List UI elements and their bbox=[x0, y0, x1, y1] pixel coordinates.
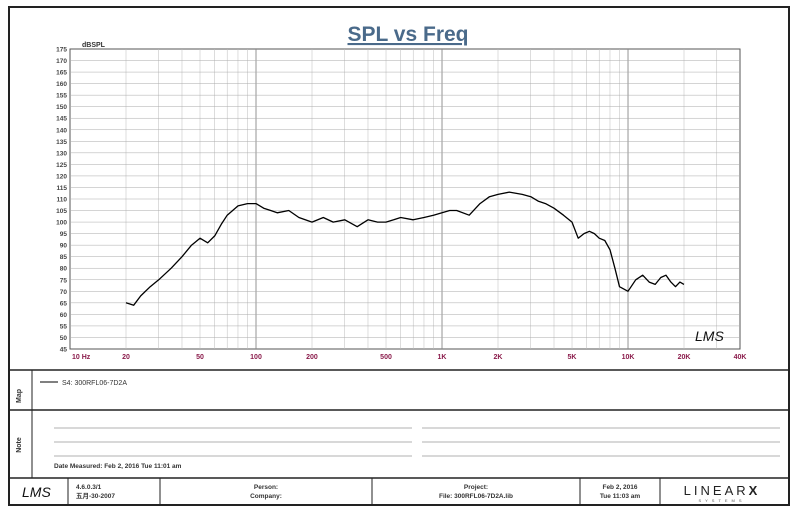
y-tick-label: 75 bbox=[60, 277, 68, 284]
note-label: Note bbox=[16, 437, 23, 453]
grid bbox=[70, 49, 740, 349]
chart-title: SPL vs Freq bbox=[348, 23, 469, 46]
x-tick-label: 1K bbox=[438, 354, 447, 361]
footer: LMS 4.6.0.3/1 五月-30-2007 Person: Company… bbox=[22, 478, 761, 504]
footer-logo: LMS bbox=[22, 484, 51, 500]
x-tick-label: 50 bbox=[196, 354, 204, 361]
y-tick-label: 80 bbox=[60, 266, 68, 273]
footer-person-label: Person: bbox=[254, 484, 278, 491]
y-tick-label: 105 bbox=[56, 208, 67, 215]
y-tick-label: 90 bbox=[60, 243, 68, 250]
y-axis-label: dBSPL bbox=[82, 42, 106, 49]
map-label: Map bbox=[16, 389, 23, 403]
spl-chart: SPL vs Freq dBSPL 45 50 55 60 65 70 75 80 85 90 95… bbox=[10, 23, 788, 504]
footer-brand-sub: SYSTEMS bbox=[698, 498, 745, 503]
x-tick-label: 10K bbox=[622, 354, 635, 361]
y-tick-label: 85 bbox=[60, 254, 68, 261]
y-tick-label: 45 bbox=[60, 347, 68, 354]
footer-version-date: 五月-30-2007 bbox=[76, 492, 115, 500]
y-tick-label: 130 bbox=[56, 150, 67, 157]
y-tick-label: 165 bbox=[56, 70, 67, 77]
note-lines bbox=[54, 427, 780, 457]
x-tick-label: 2K bbox=[494, 354, 503, 361]
x-tick-label: 20K bbox=[678, 354, 691, 361]
x-tick-label: 10 Hz bbox=[72, 354, 91, 361]
footer-time: Tue 11:03 am bbox=[600, 493, 641, 500]
y-tick-label: 135 bbox=[56, 139, 67, 146]
y-tick-label: 65 bbox=[60, 300, 68, 307]
date-measured: Date Measured: Feb 2, 2016 Tue 11:01 am bbox=[54, 463, 182, 470]
series-group bbox=[125, 191, 685, 306]
plot-logo: LMS bbox=[695, 328, 724, 344]
footer-version: 4.6.0.3/1 bbox=[76, 484, 102, 491]
y-tick-label: 140 bbox=[56, 127, 67, 134]
footer-brand: LINEARX bbox=[684, 483, 761, 498]
y-tick-label: 60 bbox=[60, 312, 68, 319]
y-tick-label: 50 bbox=[60, 335, 68, 342]
y-tick-label: 120 bbox=[56, 173, 67, 180]
x-tick-label: 40K bbox=[734, 354, 747, 361]
x-tick-label: 200 bbox=[306, 354, 318, 361]
x-tick-label: 20 bbox=[122, 354, 130, 361]
y-tick-label: 100 bbox=[56, 220, 67, 227]
y-tick-label: 110 bbox=[57, 197, 68, 204]
footer-company-label: Company: bbox=[250, 493, 282, 500]
report-frame: SPL vs Freq dBSPL 45 50 55 60 65 70 75 80 85 90 95… bbox=[8, 6, 790, 506]
legend-entry: S4: 300RFL06-7D2A bbox=[62, 380, 127, 387]
y-tick-label: 150 bbox=[56, 104, 67, 111]
y-tick-label: 95 bbox=[60, 231, 68, 238]
y-tick-label: 70 bbox=[60, 289, 68, 296]
footer-brand-x: X bbox=[749, 483, 761, 498]
footer-file-label: File: 300RFL06-7D2A.lib bbox=[439, 493, 513, 500]
footer-brand-text: LINEAR bbox=[684, 483, 749, 498]
x-tick-labels: 10 Hz 20 50 100 200 500 1K 2K 5K 10K 20K 40K bbox=[72, 354, 746, 361]
x-tick-label: 500 bbox=[380, 354, 392, 361]
y-tick-label: 125 bbox=[56, 162, 67, 169]
y-tick-label: 145 bbox=[56, 116, 67, 123]
y-tick-label: 170 bbox=[56, 58, 67, 65]
x-tick-label: 100 bbox=[250, 354, 262, 361]
footer-project-label: Project: bbox=[464, 484, 488, 491]
x-tick-label: 5K bbox=[568, 354, 577, 361]
y-tick-label: 155 bbox=[56, 93, 67, 100]
footer-date: Feb 2, 2016 bbox=[602, 484, 637, 491]
y-tick-label: 115 bbox=[57, 185, 68, 192]
series-line bbox=[125, 191, 685, 306]
y-tick-label: 55 bbox=[60, 323, 68, 330]
y-tick-label: 175 bbox=[56, 47, 67, 54]
y-tick-labels: 45 50 55 60 65 70 75 80 85 90 95 100 105 110 115 120 125… bbox=[56, 47, 67, 354]
y-tick-label: 160 bbox=[56, 81, 67, 88]
